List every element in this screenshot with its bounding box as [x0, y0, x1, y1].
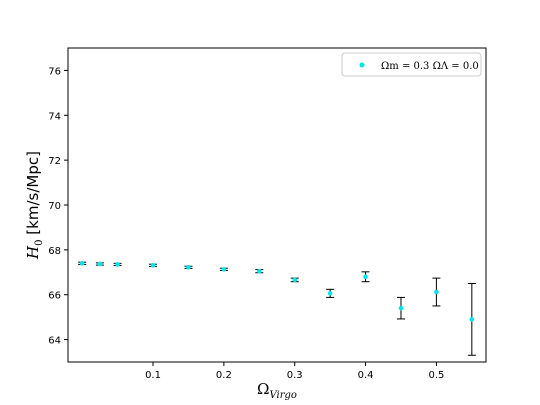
data-point	[150, 263, 156, 268]
x-tick-label: 0.4	[358, 370, 374, 381]
x-axis-label-symbol: Ω	[257, 380, 269, 398]
legend: Ωm = 0.3 ΩΛ = 0.0	[341, 52, 482, 77]
y-axis: 64 66 68 70 72 74 76	[48, 66, 68, 347]
x-axis-label-subscript: Virgo	[269, 390, 296, 401]
y-tick-label: 76	[48, 66, 61, 77]
data-point	[327, 291, 333, 296]
x-axis-label: ΩVirgo	[257, 380, 297, 401]
y-axis-label-unit: [km/s/Mpc]	[24, 151, 42, 239]
data-point	[292, 277, 298, 283]
y-axis-label-symbol: H	[24, 245, 42, 260]
legend-marker	[359, 62, 365, 68]
data-point	[186, 265, 191, 270]
y-tick-label: 68	[48, 246, 61, 257]
data-point	[363, 274, 368, 280]
data-point	[398, 305, 404, 311]
data-point	[221, 267, 227, 272]
x-tick-label: 0.5	[428, 370, 444, 381]
x-tick-label: 0.3	[287, 370, 303, 381]
y-axis-label-subscript: 0	[34, 239, 45, 245]
data-point	[469, 317, 475, 322]
y-axis-label: H0 [km/s/Mpc]	[24, 151, 45, 260]
data-point	[256, 268, 262, 274]
legend-box	[341, 52, 482, 77]
x-axis: 0.1 0.2 0.3 0.4 0.5	[145, 362, 444, 381]
data-point	[115, 262, 120, 267]
data-point	[97, 261, 103, 267]
data-point	[434, 289, 439, 295]
y-tick-label: 64	[48, 336, 61, 347]
x-tick-label: 0.1	[145, 370, 161, 381]
x-tick-label: 0.2	[216, 370, 232, 381]
y-tick-label: 70	[48, 201, 61, 212]
data-layer	[78, 261, 476, 356]
data-point	[79, 261, 85, 266]
legend-label: Ωm = 0.3 ΩΛ = 0.0	[381, 61, 479, 72]
y-tick-label: 72	[48, 156, 61, 167]
y-tick-label: 66	[48, 291, 61, 302]
y-tick-label: 74	[48, 111, 61, 122]
